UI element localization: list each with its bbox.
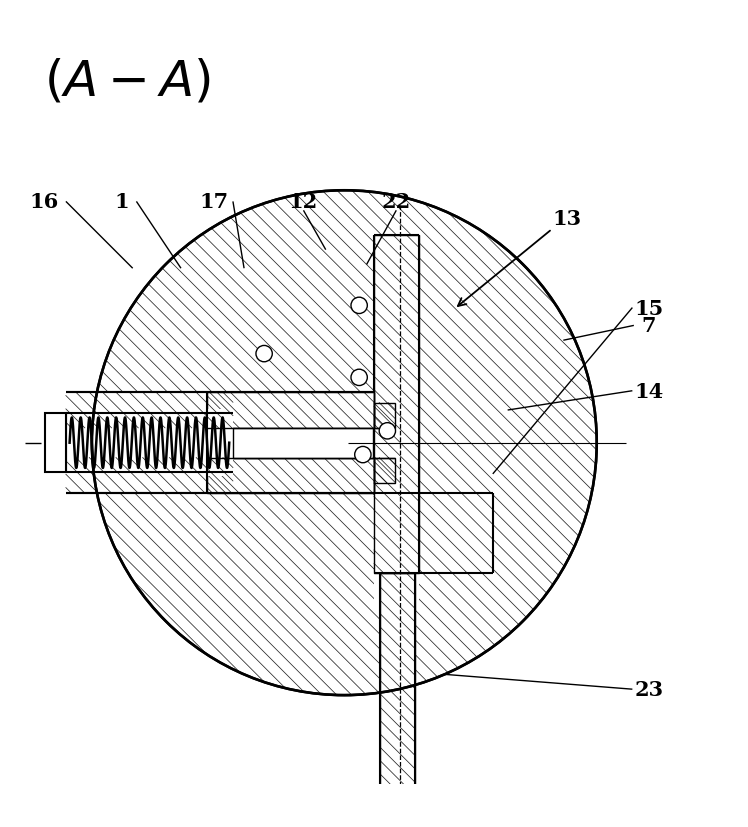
Text: 12: 12	[289, 192, 318, 213]
Bar	[45, 414, 66, 473]
Text: 23: 23	[634, 679, 663, 700]
Bar	[233, 428, 373, 458]
Text: 1: 1	[114, 192, 129, 213]
Circle shape	[379, 423, 396, 439]
Bar	[66, 410, 233, 476]
Text: 14: 14	[634, 381, 663, 401]
Text: 22: 22	[381, 192, 411, 213]
Text: 7: 7	[642, 316, 656, 336]
Bar	[374, 458, 395, 483]
Bar	[374, 403, 395, 428]
Bar	[380, 573, 415, 827]
Circle shape	[351, 370, 367, 386]
Circle shape	[92, 191, 597, 696]
Circle shape	[256, 346, 272, 362]
Text: 16: 16	[29, 192, 58, 213]
Text: 15: 15	[634, 299, 663, 318]
Text: 17: 17	[200, 192, 229, 213]
Circle shape	[351, 298, 367, 314]
Circle shape	[355, 447, 371, 463]
Bar	[380, 573, 415, 827]
Bar	[207, 393, 374, 428]
Bar	[374, 236, 419, 573]
Text: 13: 13	[553, 209, 582, 229]
Text: $(A-A)$: $(A-A)$	[43, 58, 210, 107]
Bar	[66, 393, 415, 494]
Bar	[207, 458, 374, 494]
Bar	[374, 236, 419, 606]
